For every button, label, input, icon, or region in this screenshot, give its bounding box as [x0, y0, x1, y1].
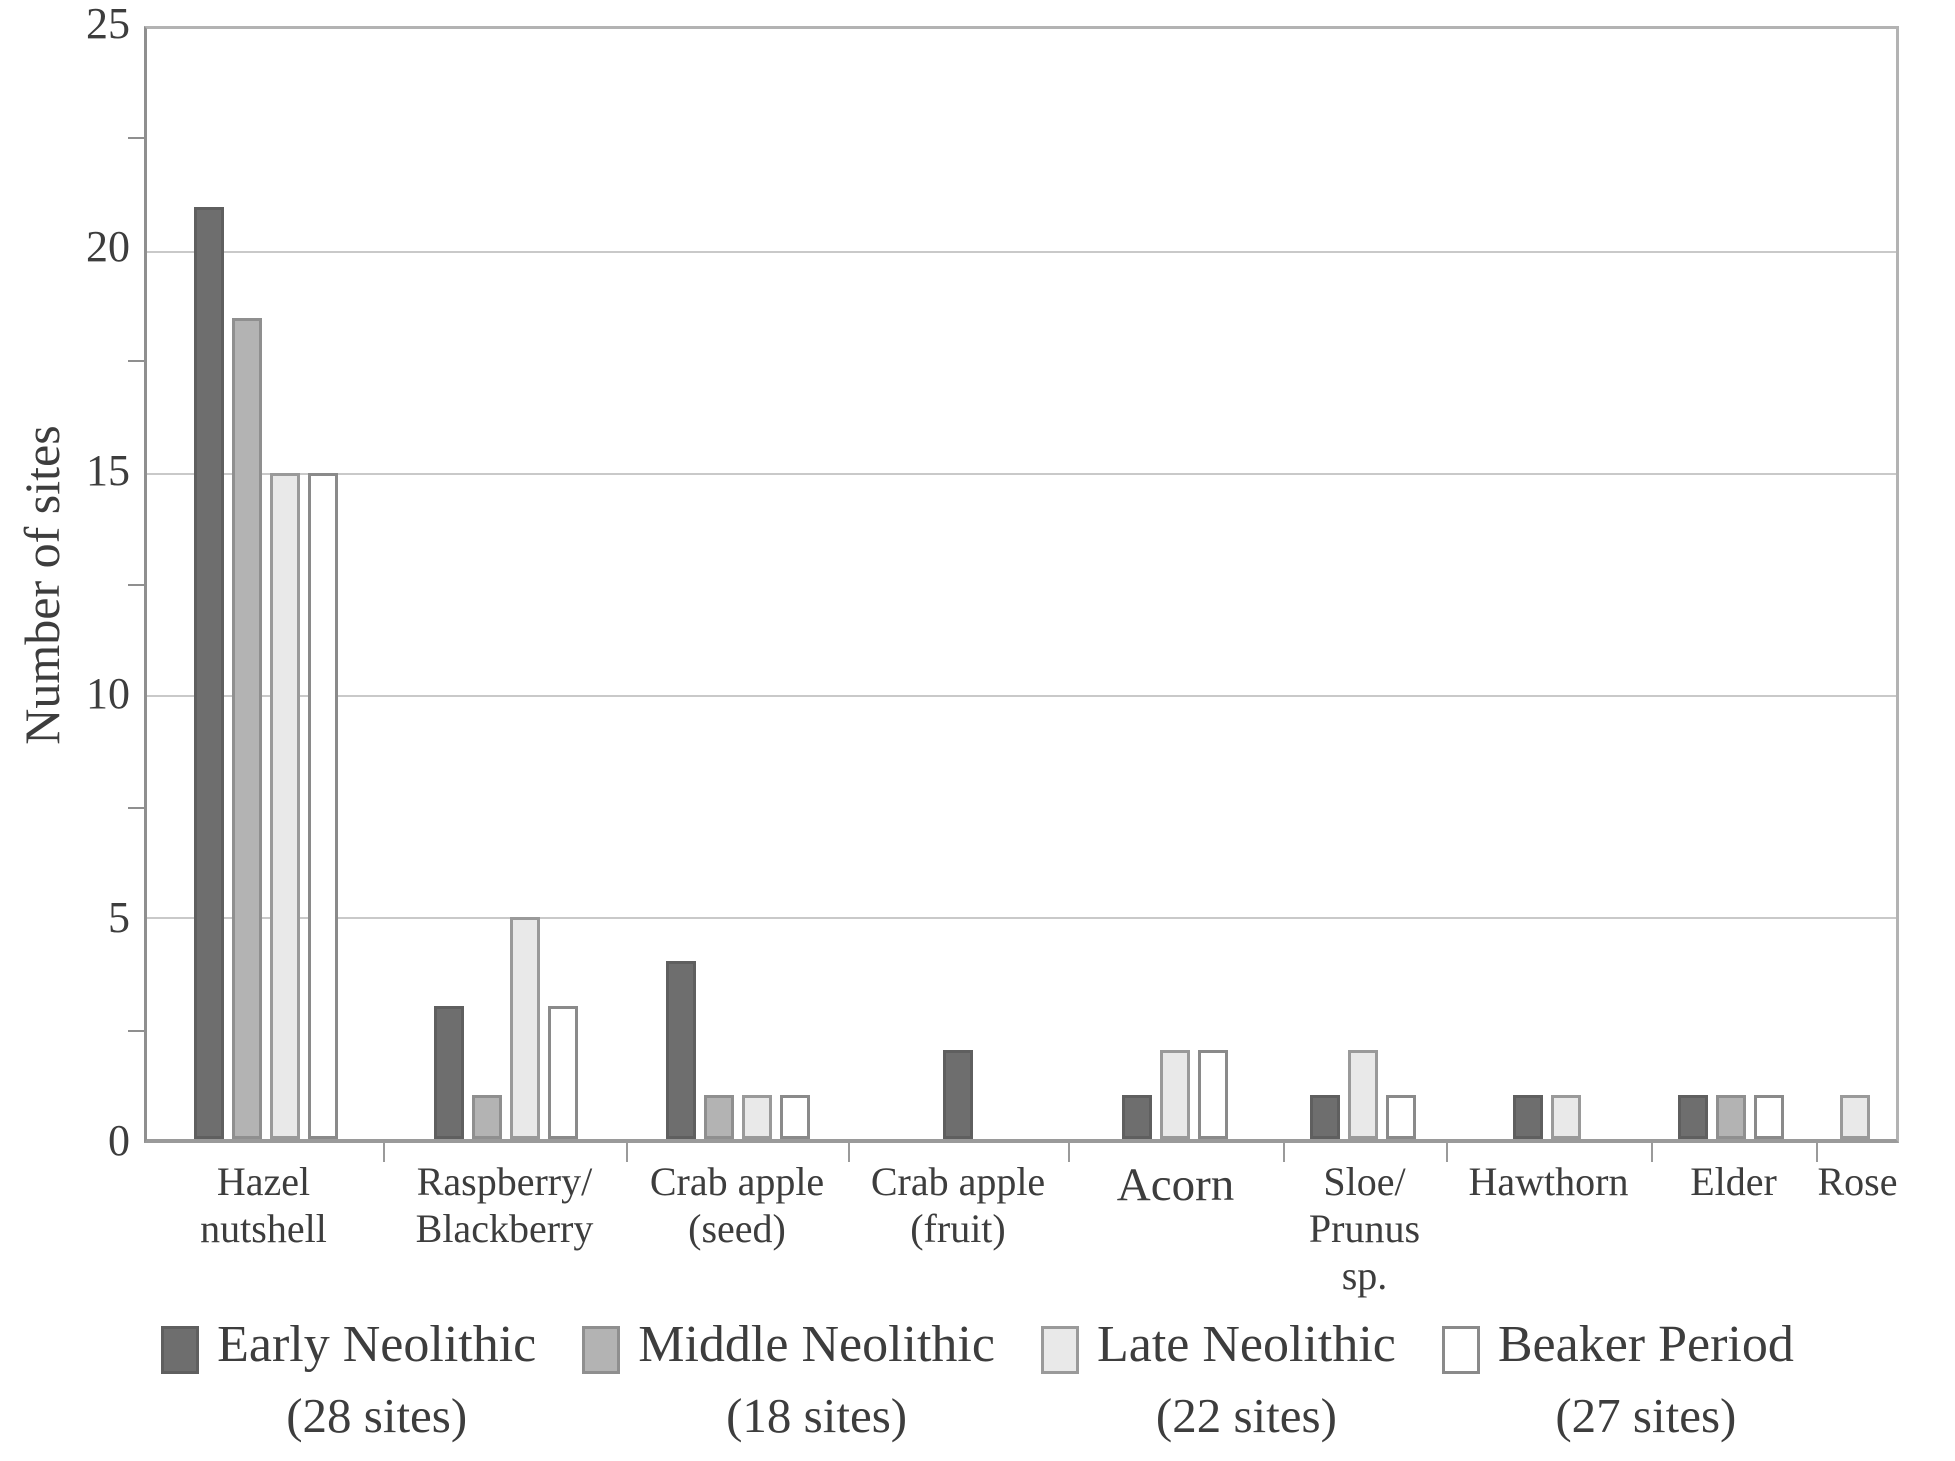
x-axis-divider-8 [1816, 1143, 1818, 1162]
bar-beaker-period-8 [1753, 1094, 1784, 1139]
x-label-hawthorn: Hawthorn [1468, 1159, 1629, 1204]
legend-sites-count: (18 sites) [726, 1388, 908, 1444]
bar-beaker-period-6 [1386, 1094, 1417, 1139]
gridline-y-15 [147, 473, 1896, 475]
y-minor-tick-7.5 [128, 806, 145, 809]
bar-early-neolithic-1 [194, 206, 225, 1139]
legend-sites-count: (28 sites) [286, 1388, 468, 1444]
legend-swatch-early-neolithic [161, 1326, 200, 1374]
legend-label: Late Neolithic [1096, 1316, 1396, 1373]
x-label-elder: Elder [1690, 1159, 1777, 1204]
y-tick-label-25: 25 [86, 0, 130, 49]
bar-early-neolithic-5 [1121, 1094, 1152, 1139]
y-minor-tick-17.5 [128, 360, 145, 363]
legend-text-early-neolithic: Early Neolithic (28 sites) [217, 1316, 536, 1443]
bar-late-neolithic-1 [270, 473, 301, 1139]
x-axis-divider-5 [1283, 1143, 1285, 1162]
bar-late-neolithic-5 [1159, 1050, 1190, 1139]
x-axis-divider-2 [626, 1143, 628, 1162]
y-minor-tick-2.5 [128, 1030, 145, 1033]
legend-sites-count: (22 sites) [1155, 1388, 1337, 1444]
category-hazel-nutshell [147, 29, 385, 1139]
x-label-rose: Rose [1817, 1159, 1898, 1204]
category-crab-apple-fruit- [849, 29, 1068, 1139]
bar-late-neolithic-6 [1348, 1050, 1379, 1139]
bar-beaker-period-5 [1197, 1050, 1228, 1139]
category-crab-apple-seed- [627, 29, 848, 1139]
bar-middle-neolithic-8 [1715, 1094, 1746, 1139]
x-label-crab-apple-fruit-: Crab apple (fruit) [870, 1159, 1046, 1252]
category-acorn [1068, 29, 1282, 1139]
bar-early-neolithic-6 [1310, 1094, 1341, 1139]
bar-early-neolithic-4 [943, 1050, 974, 1139]
bar-middle-neolithic-1 [232, 317, 263, 1139]
y-tick-label-20: 20 [86, 222, 130, 272]
bar-beaker-period-1 [308, 473, 339, 1139]
y-minor-tick-22.5 [128, 136, 145, 139]
gridline-y-10 [147, 695, 1896, 697]
x-label-sloe-prunus-sp-: Sloe/Prunus sp. [1308, 1159, 1421, 1299]
y-tick-label-0: 0 [108, 1116, 130, 1166]
y-tick-label-10: 10 [86, 669, 130, 719]
gridline-y-20 [147, 251, 1896, 253]
legend-label: Middle Neolithic [638, 1316, 995, 1373]
category-elder [1649, 29, 1813, 1139]
bar-middle-neolithic-3 [703, 1094, 734, 1139]
x-axis-divider-1 [383, 1143, 385, 1162]
bar-late-neolithic-3 [741, 1094, 772, 1139]
legend-text-beaker-period: Beaker Period (27 sites) [1498, 1316, 1794, 1443]
legend-label: Early Neolithic [217, 1316, 537, 1373]
bar-beaker-period-2 [548, 1005, 579, 1139]
category-raspberry-blackberry [385, 29, 627, 1139]
x-label-hazel-nutshell: Hazel nutshell [200, 1159, 327, 1252]
bar-late-neolithic-7 [1550, 1094, 1581, 1139]
category-hawthorn [1444, 29, 1648, 1139]
legend-swatch-middle-neolithic [582, 1326, 621, 1374]
legend-swatch-late-neolithic [1040, 1326, 1079, 1374]
legend-swatch-beaker-period [1441, 1326, 1480, 1374]
category-rose [1813, 29, 1896, 1139]
legend-sites-count: (27 sites) [1555, 1388, 1737, 1444]
x-label-crab-apple-seed-: Crab apple (seed) [649, 1159, 825, 1252]
category-sloe-prunus-sp- [1282, 29, 1444, 1139]
x-axis-divider-7 [1651, 1143, 1653, 1162]
x-axis-divider-4 [1068, 1143, 1070, 1162]
bar-early-neolithic-8 [1677, 1094, 1708, 1139]
bar-late-neolithic-9 [1839, 1094, 1870, 1139]
legend-text-middle-neolithic: Middle Neolithic (18 sites) [638, 1316, 995, 1443]
legend-item-early-neolithic: Early Neolithic (28 sites) [161, 1316, 536, 1443]
x-axis-divider-6 [1446, 1143, 1448, 1162]
bar-late-neolithic-2 [510, 917, 541, 1139]
bars-row [147, 29, 1896, 1139]
bar-early-neolithic-2 [434, 1005, 465, 1139]
legend-label: Beaker Period [1497, 1316, 1794, 1373]
bar-beaker-period-3 [779, 1094, 810, 1139]
legend-text-late-neolithic: Late Neolithic (22 sites) [1097, 1316, 1396, 1443]
x-label-raspberry-blackberry: Raspberry/Blackberry [415, 1159, 594, 1252]
legend-item-middle-neolithic: Middle Neolithic (18 sites) [582, 1316, 995, 1443]
plot-area [144, 26, 1899, 1143]
y-tick-label-15: 15 [86, 446, 130, 496]
bar-early-neolithic-7 [1512, 1094, 1543, 1139]
legend-item-late-neolithic: Late Neolithic (22 sites) [1040, 1316, 1396, 1443]
y-minor-tick-12.5 [128, 583, 145, 586]
bar-middle-neolithic-2 [472, 1094, 503, 1139]
legend-item-beaker-period: Beaker Period (27 sites) [1441, 1316, 1794, 1443]
bar-early-neolithic-3 [665, 961, 696, 1139]
y-tick-label-5: 5 [108, 892, 130, 942]
legend: Early Neolithic (28 sites) Middle Neolit… [0, 1316, 1955, 1443]
x-axis-divider-3 [848, 1143, 850, 1162]
x-label-acorn: Acorn [1116, 1159, 1235, 1211]
x-axis-labels: Hazel nutshell Raspberry/Blackberry Crab ap… [144, 1158, 1899, 1300]
gridline-y-5 [147, 917, 1896, 919]
